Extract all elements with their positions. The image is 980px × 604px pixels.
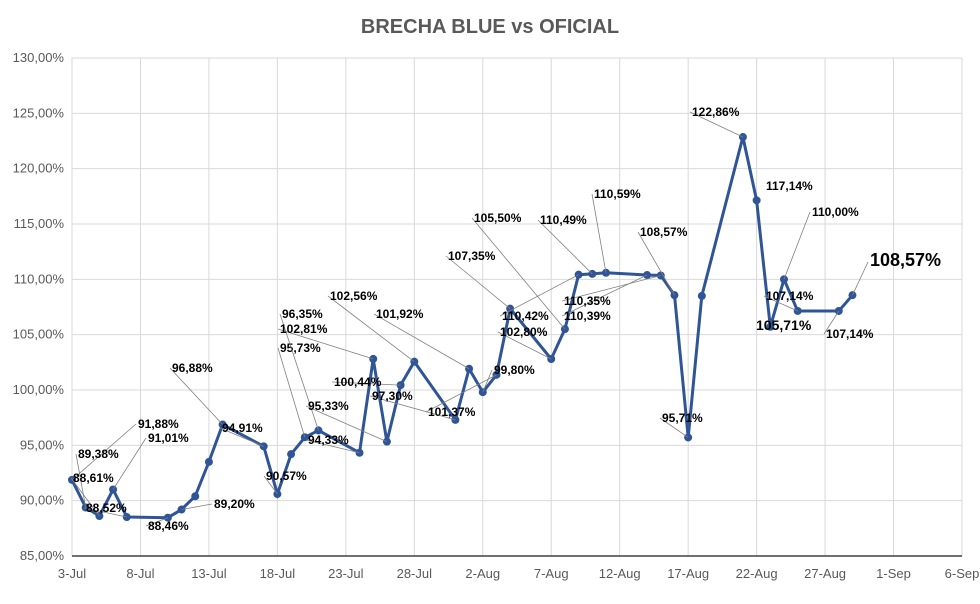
data-label: 107,14%	[766, 289, 814, 303]
data-label: 94,33%	[308, 433, 349, 447]
data-label: 88,52%	[86, 501, 127, 515]
y-tick-label: 120,00%	[13, 161, 65, 176]
data-label: 90,57%	[266, 469, 307, 483]
data-label: 94,91%	[222, 421, 263, 435]
data-label: 105,50%	[474, 211, 522, 225]
data-label: 101,92%	[376, 307, 424, 321]
data-marker	[753, 196, 761, 204]
data-label: 88,46%	[148, 519, 189, 533]
data-marker	[287, 450, 295, 458]
x-tick-label: 12-Aug	[599, 566, 641, 581]
x-tick-label: 28-Jul	[397, 566, 433, 581]
data-label: 107,14%	[826, 327, 874, 341]
x-tick-label: 23-Jul	[328, 566, 364, 581]
data-label: 89,20%	[214, 497, 255, 511]
y-tick-label: 130,00%	[13, 50, 65, 65]
data-label: 96,88%	[172, 361, 213, 375]
x-tick-label: 7-Aug	[534, 566, 569, 581]
data-label: 99,80%	[494, 363, 535, 377]
data-label: 110,39%	[564, 309, 611, 323]
data-marker	[698, 292, 706, 300]
data-label: 95,73%	[280, 341, 321, 355]
data-label: 91,01%	[148, 431, 189, 445]
data-label: 110,49%	[540, 213, 587, 227]
x-tick-label: 2-Aug	[465, 566, 500, 581]
data-label: 100,44%	[334, 375, 382, 389]
x-tick-label: 13-Jul	[191, 566, 227, 581]
data-label: 110,42%	[502, 309, 549, 323]
data-label: 101,37%	[428, 405, 476, 419]
y-tick-label: 125,00%	[13, 105, 65, 120]
data-label: 107,35%	[448, 249, 496, 263]
x-tick-label: 27-Aug	[804, 566, 846, 581]
data-label: 89,38%	[78, 447, 119, 461]
x-tick-label: 3-Jul	[58, 566, 86, 581]
data-label: 108,57%	[870, 250, 941, 270]
y-tick-label: 95,00%	[20, 437, 65, 452]
data-label: 110,59%	[594, 187, 641, 201]
data-label: 122,86%	[692, 105, 740, 119]
chart-svg: 85,00% 90,00% 95,00% 100,00% 105,00% 110,00% 1…	[0, 0, 980, 604]
data-label: 105,71%	[756, 317, 812, 333]
data-marker	[191, 492, 199, 500]
chart-container: BRECHA BLUE vs OFICIAL 85,00%90,00%95,00…	[0, 0, 980, 604]
data-label: 110,00%	[812, 205, 859, 219]
data-marker	[205, 458, 213, 466]
data-label: 108,57%	[640, 225, 688, 239]
x-tick-label: 6-Sep	[945, 566, 980, 581]
data-label: 95,71%	[662, 411, 703, 425]
data-label: 117,14%	[766, 179, 813, 193]
data-marker	[178, 506, 186, 514]
data-label: 110,35%	[564, 294, 611, 308]
y-tick-label: 110,00%	[14, 271, 65, 286]
x-tick-label: 18-Jul	[260, 566, 296, 581]
data-label: 91,88%	[138, 417, 179, 431]
y-tick-label: 115,00%	[14, 216, 65, 231]
data-label: 102,56%	[330, 289, 378, 303]
x-tick-label: 8-Jul	[126, 566, 154, 581]
data-label: 102,80%	[500, 325, 548, 339]
data-label: 97,30%	[372, 389, 413, 403]
data-label: 102,81%	[280, 322, 328, 336]
x-tick-label: 17-Aug	[667, 566, 709, 581]
y-tick-label: 105,00%	[13, 327, 65, 342]
y-tick-label: 100,00%	[13, 382, 65, 397]
data-label: 88,61%	[73, 471, 114, 485]
y-tick-label: 90,00%	[20, 493, 65, 508]
x-tick-label: 22-Aug	[736, 566, 778, 581]
x-tick-label: 1-Sep	[876, 566, 911, 581]
y-tick-label: 85,00%	[20, 548, 65, 563]
data-label: 96,35%	[282, 307, 323, 321]
data-label: 95,33%	[308, 399, 349, 413]
